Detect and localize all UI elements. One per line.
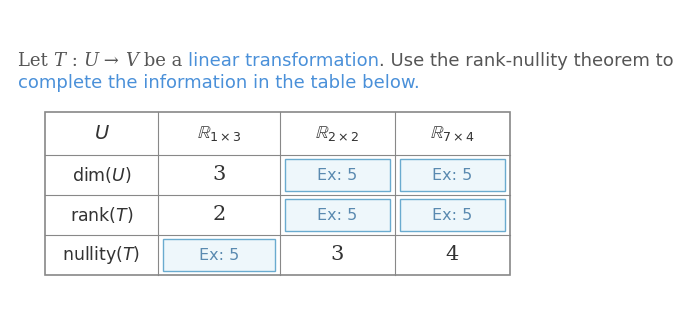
- Text: T: T: [53, 52, 65, 70]
- Text: 2: 2: [213, 206, 225, 225]
- Text: complete the information in the table below.: complete the information in the table be…: [18, 74, 420, 92]
- Text: Let: Let: [18, 52, 53, 70]
- Text: Ex: 5: Ex: 5: [318, 207, 357, 222]
- Bar: [45, 112, 510, 275]
- Text: linear transformation: linear transformation: [188, 52, 379, 70]
- Text: →: →: [98, 52, 125, 70]
- Text: Ex: 5: Ex: 5: [199, 247, 239, 262]
- Text: Ex: 5: Ex: 5: [318, 168, 357, 183]
- Bar: [285, 199, 390, 231]
- Text: Ex: 5: Ex: 5: [432, 168, 472, 183]
- Text: be a: be a: [138, 52, 188, 70]
- Text: 3: 3: [331, 246, 344, 265]
- Text: V: V: [125, 52, 138, 70]
- Bar: [400, 199, 505, 231]
- Bar: [285, 159, 390, 191]
- Text: U: U: [83, 52, 98, 70]
- Bar: [400, 159, 505, 191]
- Bar: [163, 239, 275, 271]
- Text: $\mathbb{R}_{2\times2}$: $\mathbb{R}_{2\times2}$: [315, 124, 360, 143]
- Text: :: :: [65, 52, 83, 70]
- Text: $\mathrm{nullity}(T)$: $\mathrm{nullity}(T)$: [63, 244, 141, 266]
- Text: $\mathrm{dim}(U)$: $\mathrm{dim}(U)$: [72, 165, 131, 185]
- Text: $\mathbb{R}_{1\times3}$: $\mathbb{R}_{1\times3}$: [197, 124, 242, 143]
- Text: Ex: 5: Ex: 5: [432, 207, 472, 222]
- Text: $\mathit{U}$: $\mathit{U}$: [94, 124, 110, 143]
- Text: 3: 3: [212, 165, 225, 184]
- Text: $\mathbb{R}_{7\times4}$: $\mathbb{R}_{7\times4}$: [430, 124, 475, 143]
- Text: $\mathrm{rank}(T)$: $\mathrm{rank}(T)$: [70, 205, 133, 225]
- Text: . Use the rank-nullity theorem to: . Use the rank-nullity theorem to: [379, 52, 673, 70]
- Text: 4: 4: [446, 246, 459, 265]
